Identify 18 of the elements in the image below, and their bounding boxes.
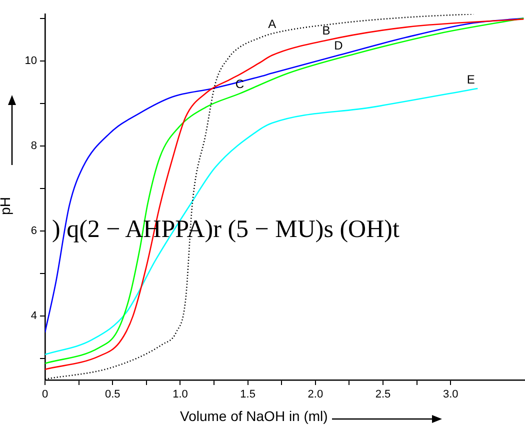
x-tick-label: 1.5 [240,388,256,401]
x-axis-title: Volume of NaOH in (ml) [180,408,328,424]
y-tick-label: 4 [30,310,37,322]
y-axis-title: pH [0,197,13,215]
text: 2.0 [308,388,324,401]
line-series [45,88,478,356]
y-tick-label: 8 [30,140,37,152]
text: 3.0 [442,388,458,401]
text: 1.0 [172,388,188,401]
annotation: E [466,72,475,87]
y-tick-label: 6 [30,225,37,238]
annotation: D [334,38,344,53]
y-tick-label: 10 [24,54,37,67]
x-tick-label: 0 [42,388,48,401]
x-tick-label: 2.5 [375,388,391,401]
x-tick-label: 0.5 [104,388,120,401]
annotation: B [322,24,330,38]
annotation: A [268,16,276,31]
